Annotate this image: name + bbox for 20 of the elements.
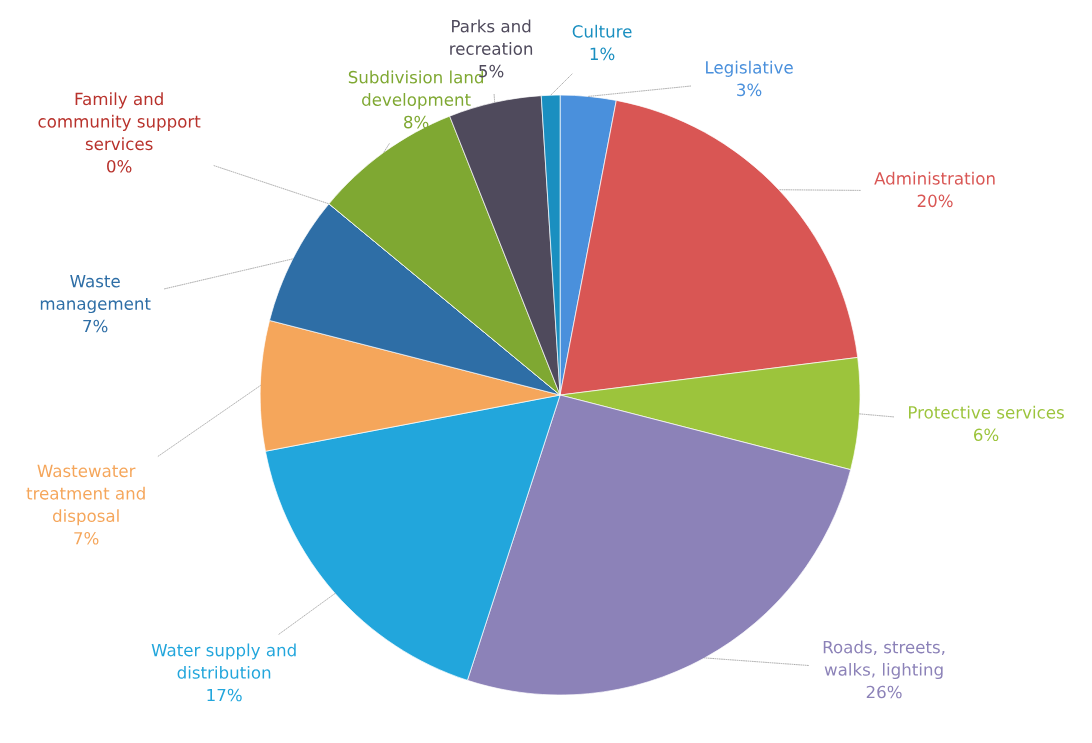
text: 0%: [107, 160, 132, 173]
slice-label: Administration: [874, 171, 995, 185]
data-label: 7%: [74, 531, 99, 545]
data-label: 20%: [917, 194, 953, 208]
slice-label: Culture: [572, 24, 632, 38]
slice-label: Roads, streets, walks, lighting: [823, 640, 945, 680]
slice-label: Water supply and distribution: [151, 643, 296, 679]
slice-label: Legislative: [706, 60, 793, 77]
data-label: 1%: [590, 47, 615, 61]
data-label: 8%: [404, 115, 429, 129]
slice-label: Wastewater treatment and disposal: [26, 464, 145, 526]
category-label: Family and community support services: [38, 92, 201, 151]
slice-label: Waste management: [40, 275, 151, 314]
slice-label: Protective services: [909, 405, 1064, 419]
data-label: 3%: [737, 83, 762, 97]
slice-label: Parks and recreation: [450, 19, 533, 55]
data-label: 17%: [207, 688, 242, 702]
data-label: 26%: [866, 685, 902, 699]
data-label: 6%: [973, 428, 999, 442]
data-label: 7%: [83, 319, 108, 333]
